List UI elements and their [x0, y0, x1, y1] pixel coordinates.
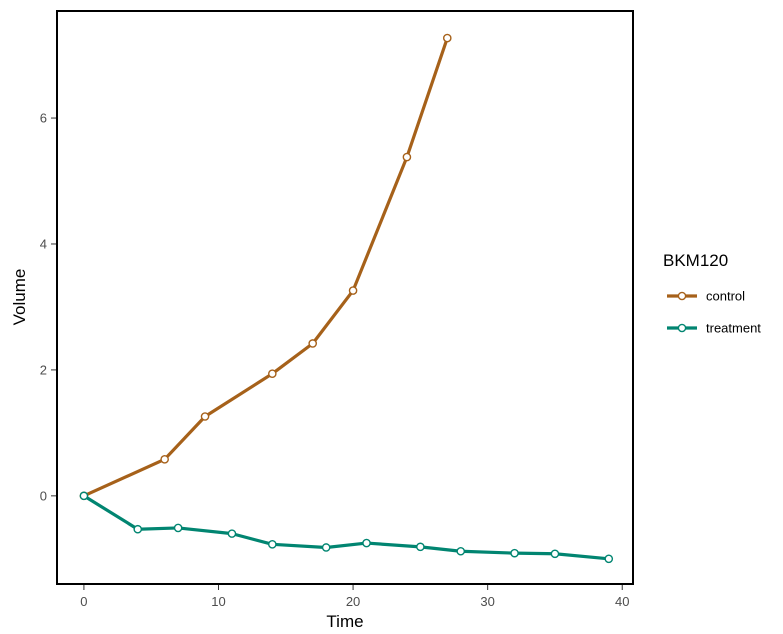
axis-layer: 0 10 20 30 40 0 2 4 6	[40, 111, 630, 609]
legend-item-control: control	[667, 289, 745, 304]
series-line-control	[83, 37, 449, 498]
series-control	[79, 33, 452, 501]
data-point-control	[348, 286, 358, 295]
data-point-treatment	[133, 524, 143, 534]
y-tick-label: 6	[40, 111, 47, 126]
data-point-treatment	[173, 523, 183, 533]
data-point-treatment	[268, 540, 277, 549]
x-tick-label: 20	[346, 594, 360, 609]
legend: BKM120 control treatment	[663, 251, 761, 336]
data-point-treatment	[362, 538, 371, 548]
data-point-control	[268, 369, 277, 378]
legend-label: treatment	[706, 321, 761, 336]
y-tick-label: 4	[40, 236, 47, 251]
data-point-treatment	[416, 542, 425, 552]
data-point-treatment	[510, 548, 519, 558]
data-point-treatment	[550, 549, 560, 559]
series-line-treatment	[83, 494, 609, 561]
x-tick-label: 10	[211, 594, 225, 609]
legend-items: control treatment	[667, 289, 761, 336]
data-point-treatment	[604, 554, 614, 564]
data-point-control	[308, 339, 318, 348]
legend-key-marker	[677, 323, 687, 333]
x-tick-label: 40	[615, 594, 629, 609]
data-point-treatment	[456, 546, 466, 556]
y-tick-label: 2	[40, 362, 47, 377]
data-point-treatment	[321, 543, 331, 552]
legend-title: BKM120	[663, 251, 728, 270]
series-treatment	[79, 491, 614, 564]
legend-key-marker	[677, 291, 687, 301]
y-tick-label: 0	[40, 488, 47, 503]
legend-item-treatment: treatment	[667, 321, 761, 336]
legend-label: control	[706, 289, 745, 304]
series-layer	[79, 33, 614, 564]
data-point-control	[160, 455, 169, 464]
x-tick-label: 30	[480, 594, 494, 609]
y-axis-title: Volume	[10, 269, 29, 326]
data-point-control	[402, 152, 412, 162]
data-point-treatment	[227, 529, 237, 538]
x-tick-label: 0	[80, 594, 87, 609]
data-point-control	[200, 412, 210, 421]
data-point-treatment	[79, 491, 89, 501]
data-point-control	[442, 33, 452, 43]
plot-panel-border	[56, 10, 634, 585]
x-axis-title: Time	[326, 612, 363, 631]
